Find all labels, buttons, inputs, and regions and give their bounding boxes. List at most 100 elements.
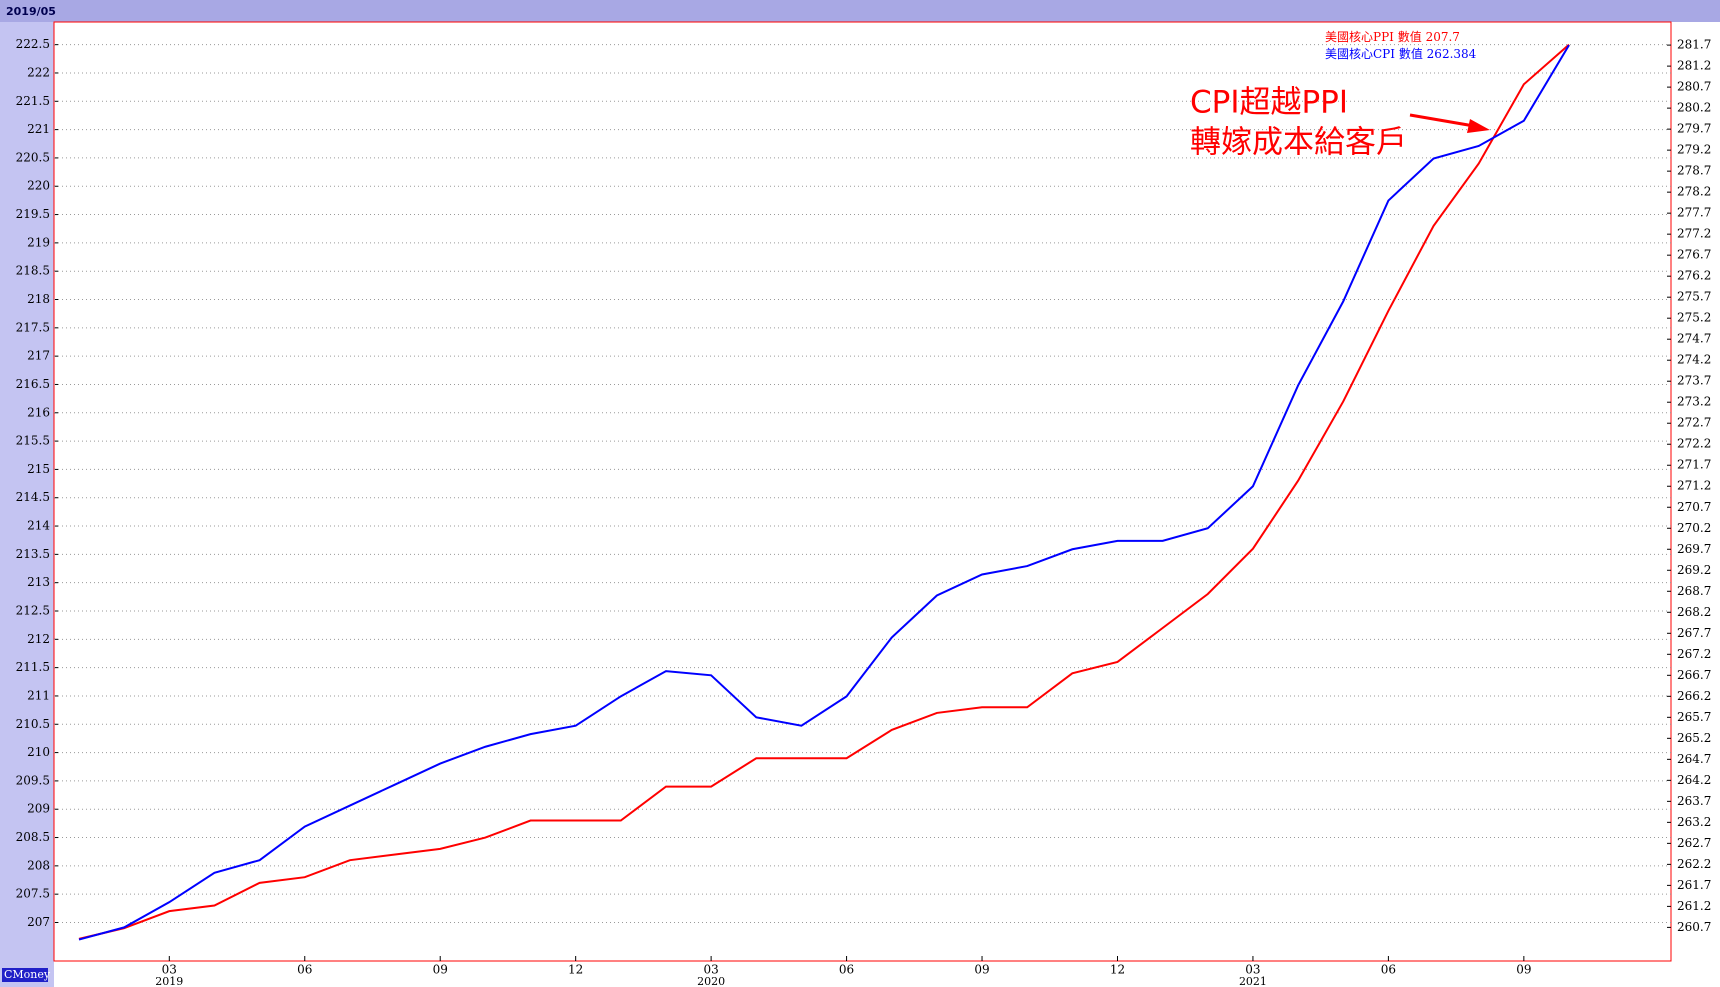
series-line (78, 44, 1570, 941)
y-tick-label: 209 (27, 802, 50, 816)
annotation-text: 轉嫁成本給客戶 (1190, 125, 1407, 161)
y2-tick-label: 260.7 (1677, 920, 1711, 934)
y2-tick-label: 265.7 (1677, 710, 1711, 724)
y2-tick-label: 261.7 (1677, 878, 1711, 892)
y-tick-label: 222 (27, 65, 50, 79)
legend-part: 207.7 (1426, 30, 1460, 44)
x-tick-label: 06 (1381, 963, 1396, 977)
y2-tick-label: 278.7 (1677, 164, 1711, 178)
y-tick-label: 214 (27, 519, 50, 533)
y2-tick-label: 268.2 (1677, 605, 1711, 619)
x-tick-label: 06 (839, 963, 854, 977)
y2-tick-label: 276.2 (1677, 269, 1711, 283)
y2-tick-label: 279.7 (1677, 122, 1711, 136)
y-tick-label: 218.5 (16, 264, 50, 278)
y-tick-label: 216 (27, 405, 50, 419)
y-tick-label: 214.5 (16, 490, 50, 504)
y-tick-label: 212.5 (16, 603, 50, 617)
y-tick-label: 220 (27, 179, 50, 193)
y2-tick-label: 279.2 (1677, 143, 1711, 157)
legend-part: 262.384 (1427, 47, 1477, 61)
y2-tick-label: 270.2 (1677, 521, 1711, 535)
y2-tick-label: 276.7 (1677, 248, 1711, 262)
x-tick-label: 03 (162, 963, 177, 977)
y2-tick-label: 268.7 (1677, 584, 1711, 598)
y-tick-label: 221.5 (16, 94, 50, 108)
y2-tick-label: 263.2 (1677, 815, 1711, 829)
annotation-text: CPI超越PPI (1190, 85, 1348, 121)
y-tick-label: 213 (27, 575, 50, 589)
y-tick-label: 209.5 (16, 773, 50, 787)
annotation-arrowhead (1467, 119, 1490, 133)
y2-tick-label: 274.7 (1677, 332, 1711, 346)
y-tick-label: 216.5 (16, 377, 50, 391)
annotation-arrow (1409, 113, 1475, 128)
y2-tick-label: 281.7 (1677, 38, 1711, 52)
legend-part: 美國核心CPI (1325, 47, 1395, 61)
plot-area (53, 21, 1672, 962)
x-year-label: 2020 (697, 975, 725, 987)
x-tick-label: 12 (1110, 963, 1125, 977)
series-line (78, 43, 1570, 940)
y2-tick-label: 272.7 (1677, 416, 1711, 430)
y2-tick-label: 280.2 (1677, 101, 1711, 115)
y2-tick-label: 281.2 (1677, 59, 1711, 73)
footer-brand: CMoney (4, 968, 51, 981)
legend-entry: 美國核心CPI 數值 262.384 (1325, 46, 1477, 61)
y2-tick-label: 278.2 (1677, 185, 1711, 199)
y-tick-label: 221 (27, 122, 50, 136)
header-date: 2019/05 (6, 5, 56, 18)
y-tick-label: 212 (27, 632, 50, 646)
y-tick-label: 213.5 (16, 547, 50, 561)
legend-entry: 美國核心PPI 數值 207.7 (1325, 29, 1460, 44)
y-tick-label: 222.5 (16, 37, 50, 51)
y-tick-label: 215.5 (16, 434, 50, 448)
y2-tick-label: 263.7 (1677, 794, 1711, 808)
y2-tick-label: 266.2 (1677, 689, 1711, 703)
y2-tick-label: 269.2 (1677, 563, 1711, 577)
legend-part: 數值 (1399, 46, 1423, 61)
y2-tick-label: 275.7 (1677, 290, 1711, 304)
y2-tick-label: 277.2 (1677, 227, 1711, 241)
y2-tick-label: 267.7 (1677, 626, 1711, 640)
y2-tick-label: 272.2 (1677, 437, 1711, 451)
y2-tick-label: 271.2 (1677, 479, 1711, 493)
y2-tick-label: 264.7 (1677, 752, 1711, 766)
y-tick-label: 215 (27, 462, 50, 476)
y-tick-label: 211 (27, 688, 50, 702)
legend-part: 數值 (1398, 29, 1422, 44)
legend-part: 美國核心PPI (1325, 30, 1394, 44)
footer-badge (2, 968, 48, 982)
y-tick-label: 208 (27, 858, 50, 872)
y-tick-label: 210 (27, 745, 50, 759)
y-tick-label: 211.5 (16, 660, 50, 674)
y2-tick-label: 275.2 (1677, 311, 1711, 325)
y2-tick-label: 262.7 (1677, 836, 1711, 850)
y2-tick-label: 265.2 (1677, 731, 1711, 745)
y2-tick-label: 262.2 (1677, 857, 1711, 871)
left-panel (0, 22, 54, 987)
y-tick-label: 219 (27, 235, 50, 249)
y2-tick-label: 277.7 (1677, 206, 1711, 220)
y2-tick-label: 269.7 (1677, 542, 1711, 556)
y2-tick-label: 264.2 (1677, 773, 1711, 787)
y2-tick-label: 280.7 (1677, 80, 1711, 94)
y2-tick-label: 261.2 (1677, 899, 1711, 913)
y-tick-label: 218 (27, 292, 50, 306)
x-year-label: 2021 (1239, 975, 1267, 987)
y2-tick-label: 271.7 (1677, 458, 1711, 472)
x-tick-label: 09 (1516, 963, 1531, 977)
y2-tick-label: 274.2 (1677, 353, 1711, 367)
x-tick-label: 06 (297, 963, 312, 977)
y2-tick-label: 270.7 (1677, 500, 1711, 514)
y-tick-label: 220.5 (16, 150, 50, 164)
x-tick-label: 09 (433, 963, 448, 977)
y2-tick-label: 273.7 (1677, 374, 1711, 388)
y-tick-label: 217 (27, 349, 50, 363)
x-year-label: 2019 (155, 975, 183, 987)
x-tick-label: 12 (568, 963, 583, 977)
y-tick-label: 219.5 (16, 207, 50, 221)
y-tick-label: 210.5 (16, 717, 50, 731)
